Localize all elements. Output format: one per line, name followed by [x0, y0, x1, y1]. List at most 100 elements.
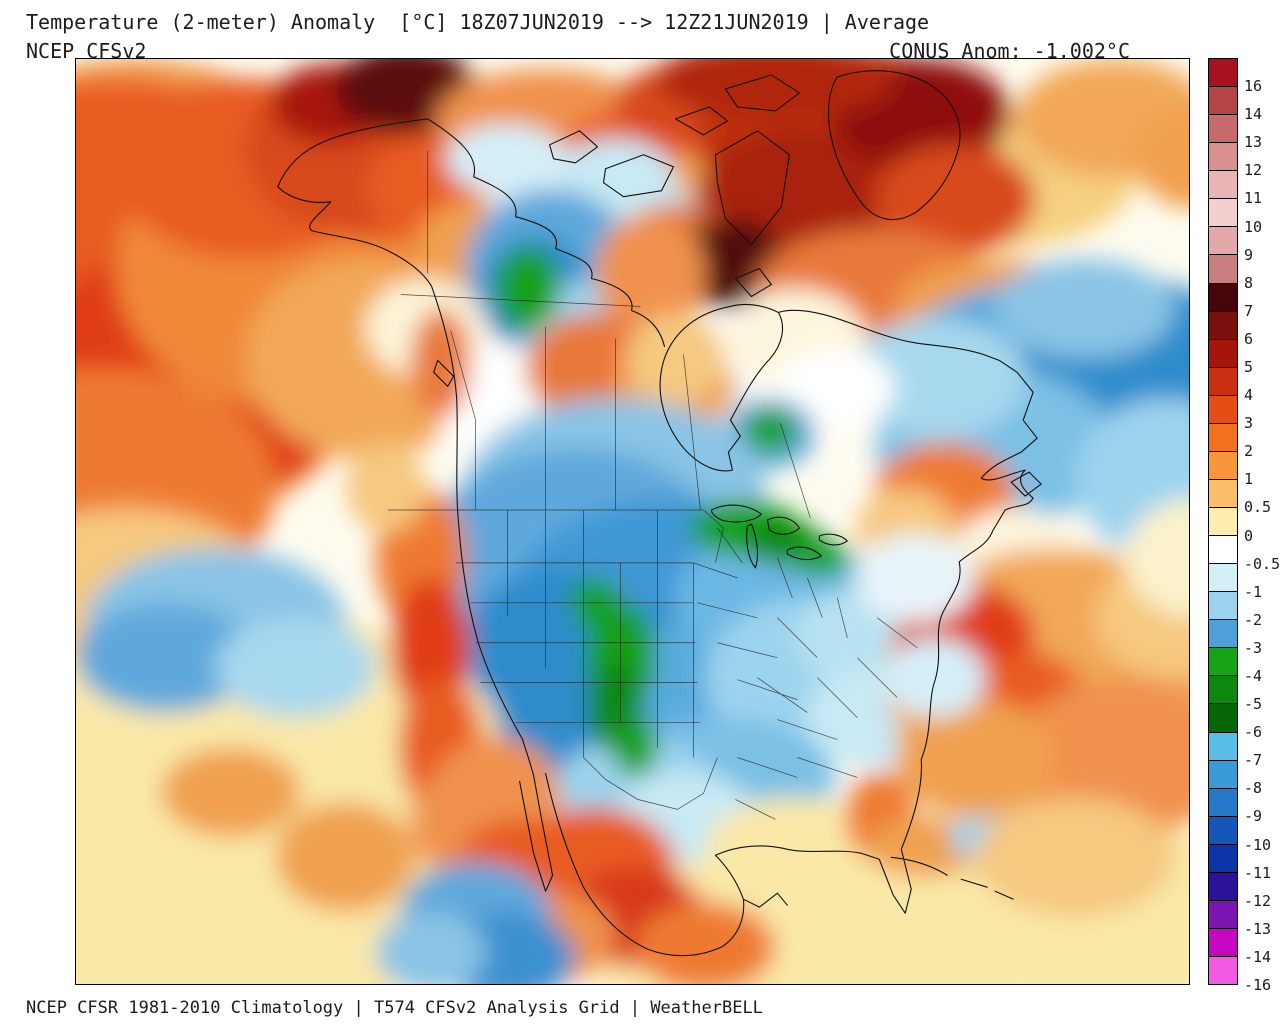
anomaly-blob: [975, 797, 1176, 918]
anomaly-blob: [345, 443, 426, 533]
colorbar-labels: 16 14 13 12 11 10 9 8 7 6 5 4 3 2 1 0.5 0 -0.5 -1 -2 -3 -4 -5 -…: [1244, 58, 1280, 994]
colorbar-tick-label: 4: [1244, 386, 1254, 405]
colorbar-segment: [1209, 900, 1237, 929]
anomaly-blob: [625, 313, 726, 404]
anomaly-blob: [895, 697, 1056, 818]
colorbar-segment: [1209, 87, 1237, 116]
anomaly-blob: [445, 123, 566, 194]
anomaly-blob: [613, 717, 658, 778]
colorbar-segment: [1209, 508, 1237, 537]
anomaly-blob: [375, 912, 486, 984]
colorbar-tick-label: 0.5: [1244, 498, 1272, 517]
colorbar-tick-label: -10: [1244, 835, 1272, 854]
colorbar-tick-label: -5: [1244, 695, 1263, 714]
colorbar-segment: [1209, 367, 1237, 396]
colorbar-segment: [1209, 479, 1237, 508]
anomaly-blob: [275, 802, 416, 913]
colorbar-tick-label: 0: [1244, 526, 1254, 545]
anomaly-blob: [705, 797, 886, 898]
anomaly-blob: [845, 318, 1026, 439]
colorbar-tick-label: 13: [1244, 133, 1263, 152]
colorbar-segment: [1209, 844, 1237, 873]
colorbar-tick-label: -7: [1244, 751, 1263, 770]
colorbar-tick-label: 1: [1244, 470, 1254, 489]
colorbar: 16 14 13 12 11 10 9 8 7 6 5 4 3 2 1 0.5 0 -0.5 -1 -2 -3 -4 -5 -…: [1208, 58, 1280, 994]
colorbar-segment: [1209, 283, 1237, 312]
colorbar-segment: [1209, 928, 1237, 957]
colorbar-tick-label: -0.5: [1244, 554, 1280, 573]
anomaly-blob: [1015, 677, 1189, 838]
colorbar-segment: [1209, 311, 1237, 340]
colorbar-tick-label: -8: [1244, 779, 1263, 798]
political-borders: [387, 150, 918, 820]
colorbar-segment: [1209, 648, 1237, 677]
anomaly-blob: [160, 747, 301, 838]
colorbar-segment: [1209, 395, 1237, 424]
colorbar-segment: [1209, 872, 1237, 901]
colorbar-tick-label: -2: [1244, 610, 1263, 629]
anomaly-blob: [995, 258, 1176, 359]
colorbar-segment: [1209, 788, 1237, 817]
colorbar-segment: [1209, 957, 1237, 985]
colorbar-tick-label: 3: [1244, 414, 1254, 433]
anomaly-blob: [495, 246, 560, 331]
colorbar-tick-label: 8: [1244, 273, 1254, 292]
colorbar-tick-label: -3: [1244, 638, 1263, 657]
anomaly-blob: [1125, 498, 1189, 618]
anomaly-blob: [875, 143, 1036, 254]
colorbar-segment: [1209, 115, 1237, 144]
header: Temperature (2-meter) Anomaly [°C] 18Z07…: [26, 10, 1130, 63]
anomaly-blob: [744, 408, 797, 453]
colorbar-segment: [1209, 564, 1237, 593]
colorbar-tick-label: -13: [1244, 919, 1272, 938]
colorbar-tick-label: 11: [1244, 189, 1263, 208]
colorbar-tick-label: -9: [1244, 807, 1263, 826]
colorbar-tick-label: 16: [1244, 77, 1263, 96]
footer-credit: NCEP CFSR 1981-2010 Climatology | T574 C…: [26, 998, 763, 1018]
map-panel: [75, 58, 1190, 985]
colorbar-tick-label: -12: [1244, 891, 1272, 910]
colorbar-segment: [1209, 732, 1237, 761]
colorbar-segment: [1209, 620, 1237, 649]
colorbar-tick-label: -4: [1244, 666, 1263, 685]
colorbar-segment: [1209, 676, 1237, 705]
anomaly-field: [76, 59, 1189, 984]
colorbar-segment: [1209, 451, 1237, 480]
colorbar-segment: [1209, 143, 1237, 172]
anomaly-blob: [1135, 109, 1189, 209]
anomaly-blob: [595, 213, 706, 334]
colorbar-tick-label: -16: [1244, 976, 1272, 994]
coastline-path: [277, 70, 1042, 957]
anomaly-blob: [215, 617, 376, 718]
colorbar-segment: [1209, 59, 1237, 88]
anomaly-blob: [76, 602, 256, 713]
anomaly-blob: [855, 532, 976, 623]
colorbar-tick-label: -1: [1244, 582, 1263, 601]
colorbar-tick-label: 7: [1244, 301, 1254, 320]
anomaly-blob: [655, 59, 896, 119]
colorbar-segment: [1209, 760, 1237, 789]
colorbar-segment: [1209, 816, 1237, 845]
colorbar-tick-label: 12: [1244, 161, 1263, 180]
anomaly-map-svg: [76, 59, 1189, 984]
colorbar-segment: [1209, 171, 1237, 200]
colorbar-segment: [1209, 704, 1237, 733]
colorbar-tick-label: -11: [1244, 863, 1272, 882]
colorbar-segment: [1209, 255, 1237, 284]
colorbar-segment: [1209, 592, 1237, 621]
colorbar-segment: [1209, 339, 1237, 368]
colorbar-tick-label: 6: [1244, 329, 1254, 348]
borders-path: [387, 150, 918, 820]
colorbar-tick-label: 9: [1244, 245, 1254, 264]
colorbar-segment: [1209, 227, 1237, 256]
colorbar-segment: [1209, 199, 1237, 228]
map-title: Temperature (2-meter) Anomaly [°C] 18Z07…: [26, 10, 930, 34]
colorbar-tick-label: -6: [1244, 723, 1263, 742]
colorbar-tick-label: 2: [1244, 442, 1254, 461]
colorbar-tick-label: 5: [1244, 357, 1254, 376]
colorbar-tick-label: -14: [1244, 947, 1272, 966]
anomaly-blob: [775, 348, 896, 429]
colorbar-segments: [1208, 58, 1238, 985]
coastlines: [277, 70, 1042, 957]
colorbar-segment: [1209, 423, 1237, 452]
